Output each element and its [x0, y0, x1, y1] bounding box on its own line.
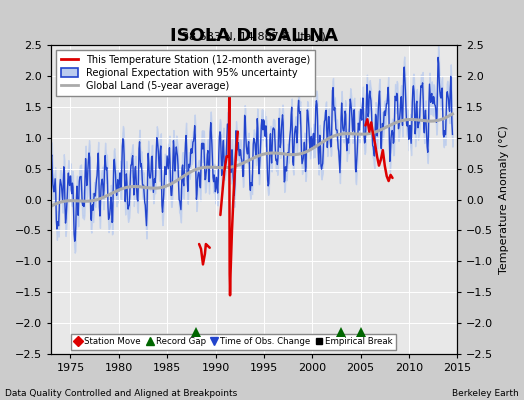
Text: 38.583 N, 14.867 E (Italy): 38.583 N, 14.867 E (Italy) — [182, 32, 326, 42]
Y-axis label: Temperature Anomaly (°C): Temperature Anomaly (°C) — [499, 125, 509, 274]
Text: Data Quality Controlled and Aligned at Breakpoints: Data Quality Controlled and Aligned at B… — [5, 389, 237, 398]
Text: Berkeley Earth: Berkeley Earth — [452, 389, 519, 398]
Title: ISOLA DI SALINA: ISOLA DI SALINA — [170, 27, 338, 45]
Legend: Station Move, Record Gap, Time of Obs. Change, Empirical Break: Station Move, Record Gap, Time of Obs. C… — [71, 334, 396, 350]
